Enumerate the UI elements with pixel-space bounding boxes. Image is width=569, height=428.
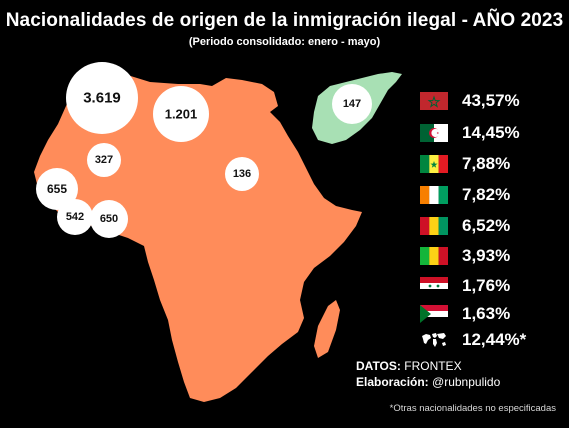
author: Elaboración: @rubnpulido [356,375,500,389]
bubble-ivory-coast [90,200,128,238]
legend-percentage: 12,44%* [462,330,527,349]
bubble-label-mali: 327 [95,154,113,166]
flag-mali-icon [420,247,448,265]
bubble-label-guinea: 542 [66,211,84,223]
legend-percentage: 1,63% [462,304,511,323]
legend-percentage: 3,93% [462,246,511,265]
legend-percentage: 7,82% [462,185,511,204]
flag-morocco-icon [420,92,448,110]
bubble-label-morocco: 3.619 [83,90,121,107]
data-source-label: DATOS: [356,359,401,373]
credits: DATOS: FRONTEX Elaboración: @rubnpulido [356,359,500,391]
bubble-algeria [153,86,209,142]
bubble-label-syria: 147 [343,98,361,110]
bubble-chad [225,157,259,191]
flag-senegal-icon [420,155,448,173]
legend-percentage: 6,52% [462,216,511,235]
bubble-label-chad: 136 [233,168,251,180]
flag-guinea-icon [420,217,448,235]
legend-row-algeria: 14,45% [420,120,560,146]
footnote: *Otras nacionalidades no especificadas [389,403,556,414]
legend-row-sudan: 1,63% [420,301,560,327]
map-subtitle: (Periodo consolidado: enero - mayo) [188,36,381,48]
map-title: Nacionalidades de origen de la inmigraci… [5,10,564,31]
legend-percentage: 7,88% [462,154,511,173]
bubble-guinea [57,199,93,235]
legend-row-senegal: 7,88% [420,151,560,177]
data-source: DATOS: FRONTEX [356,359,500,373]
author-label: Elaboración: [356,375,429,389]
legend-percentage: 14,45% [462,123,520,142]
bubble-morocco [66,62,138,134]
bubble-syria [332,84,372,124]
legend-percentage: 1,76% [462,276,511,295]
flag-algeria-icon [420,124,448,142]
legend-row-world-icon: 12,44%* [420,327,560,353]
madagascar-shape [314,300,340,358]
legend-row-syria: 1,76% [420,273,560,299]
legend-row-mali: 3,93% [420,243,560,269]
legend-percentage: 43,57% [462,91,520,110]
bubble-mali [87,143,121,177]
author-value: @rubnpulido [432,375,501,389]
flag-sudan-icon [420,305,448,323]
bubble-senegal [36,168,78,210]
bubble-label-algeria: 1.201 [165,107,198,122]
world-map-icon [420,331,448,349]
bubble-label-senegal: 655 [47,182,67,196]
data-source-value: FRONTEX [404,359,462,373]
bubble-label-ivory-coast: 650 [100,213,118,225]
legend-row-morocco: 43,57% [420,88,560,114]
flag-syria-icon [420,277,448,295]
flag-ivory-coast-icon [420,186,448,204]
legend-row-ivory-coast: 7,82% [420,182,560,208]
legend-row-guinea: 6,52% [420,213,560,239]
